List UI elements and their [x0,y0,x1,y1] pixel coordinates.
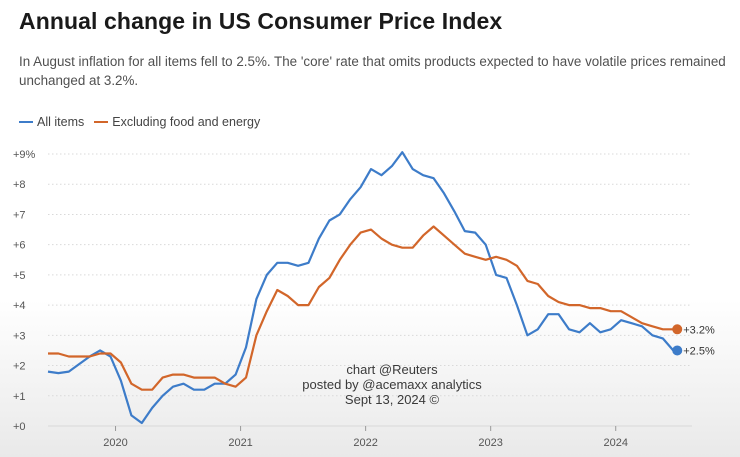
y-axis-ticks: +0 +1 +2 +3 +4 +5 +6 +7 +8 +9% [13,149,36,433]
legend-item-all-items: All items [19,115,84,129]
x-tick-label: 2023 [478,437,502,449]
x-tick-label: 2024 [603,437,627,449]
end-dot-core [672,324,683,335]
legend-item-core: Excluding food and energy [94,115,260,129]
chart-subtitle: In August inflation for all items fell t… [19,54,726,88]
x-tick-label: 2021 [228,437,252,449]
x-tick-label: 2022 [353,437,377,449]
x-axis-ticks: 2020 2021 2022 2023 2024 [103,426,628,449]
end-label-core: +3.2% [683,324,715,336]
y-tick-label: +6 [13,240,26,252]
y-tick-label: +4 [13,300,26,312]
watermark-line-2: posted by @acemaxx analytics [302,377,482,392]
end-label-all_items: +2.5% [683,345,715,357]
legend-label-all-items: All items [37,115,85,129]
y-tick-label: +5 [13,270,26,282]
legend-swatch-all-items [19,121,33,123]
watermark-line-3: Sept 13, 2024 © [345,392,440,407]
series-line-all_items [47,151,675,425]
y-tick-label: +3 [13,330,26,342]
y-tick-label: +0 [13,421,26,433]
legend: All items Excluding food and energy [19,115,270,129]
grid-lines [48,153,692,427]
watermark: chart @Reuters posted by @acemaxx analyt… [302,362,482,407]
end-dot-all_items [672,345,683,356]
chart-title: Annual change in US Consumer Price Index [19,8,503,34]
y-tick-label: +7 [13,209,26,221]
series-lines [47,151,675,425]
y-tick-label: +2 [13,361,26,373]
x-tick-label: 2020 [103,437,127,449]
watermark-line-1: chart @Reuters [346,362,438,377]
y-tick-label: +1 [13,391,26,403]
legend-label-core: Excluding food and energy [112,115,261,129]
end-markers: +2.5% +3.2% [672,324,715,357]
y-tick-label: +8 [13,179,26,191]
legend-swatch-core [94,121,109,123]
series-line-core [48,225,674,391]
y-tick-label: +9% [13,149,36,161]
